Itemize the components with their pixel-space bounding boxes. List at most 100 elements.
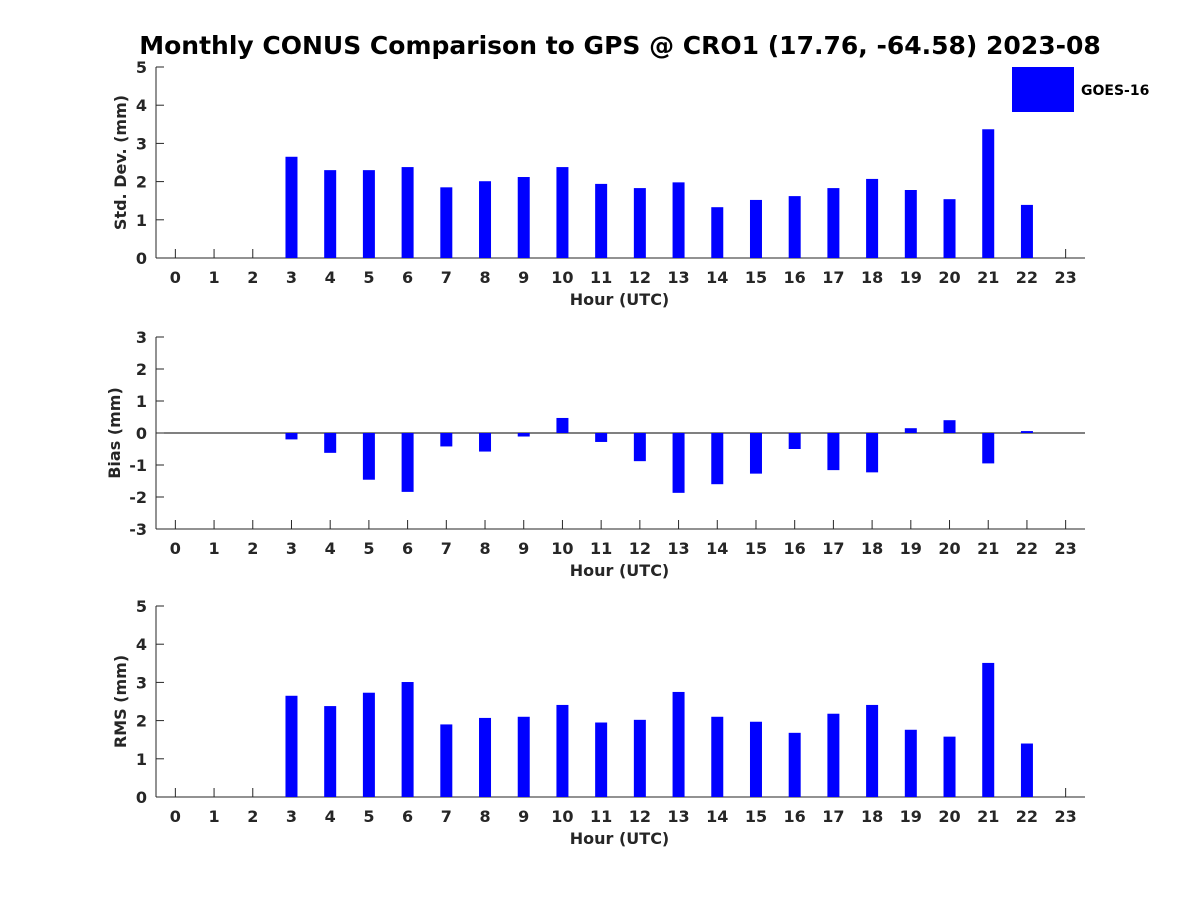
y-tick-label: 4 [136,635,147,654]
bar-hour-4 [324,433,337,453]
x-axis-label: Hour (UTC) [570,290,670,309]
x-tick-label: 5 [363,268,374,287]
x-tick-label: 7 [441,807,452,826]
x-axis-label: Hour (UTC) [570,561,670,580]
x-tick-label: 9 [518,268,529,287]
x-tick-label: 4 [325,268,336,287]
bar-hour-11 [595,183,608,258]
bar-hour-19 [904,729,917,797]
x-tick-label: 11 [590,539,612,558]
x-tick-label: 17 [822,539,844,558]
bar-hour-15 [749,721,762,797]
bar-hour-12 [633,719,646,797]
x-tick-label: 0 [170,807,181,826]
bar-hour-10 [556,167,569,258]
x-tick-label: 3 [286,268,297,287]
x-tick-label: 2 [247,807,258,826]
bar-hour-15 [749,433,762,474]
bar-hour-8 [479,181,492,258]
y-tick-label: 2 [136,360,147,379]
chart-title: Monthly CONUS Comparison to GPS @ CRO1 (… [139,31,1101,60]
x-tick-label: 11 [590,807,612,826]
bar-hour-6 [401,167,414,258]
x-tick-label: 21 [977,807,999,826]
bar-hour-22 [1020,431,1033,433]
x-tick-label: 19 [900,268,922,287]
bar-hour-17 [827,713,840,797]
bar-hour-9 [517,177,530,258]
x-tick-label: 18 [861,268,883,287]
bar-hour-19 [904,428,917,433]
bar-hour-20 [943,736,956,797]
x-tick-label: 20 [938,807,960,826]
bar-hour-7 [440,433,453,447]
x-tick-label: 8 [479,539,490,558]
bar-hour-21 [982,129,995,258]
bar-hour-20 [943,199,956,258]
x-tick-label: 0 [170,539,181,558]
y-axis-label: Std. Dev. (mm) [111,95,130,230]
bar-hour-22 [1020,204,1033,258]
bar-hour-17 [827,188,840,258]
x-tick-label: 7 [441,268,452,287]
bar-hour-18 [866,178,879,258]
bar-hour-3 [285,695,298,797]
bar-hour-14 [711,433,724,485]
y-tick-label: 3 [136,673,147,692]
y-tick-label: 3 [136,328,147,347]
bar-hour-16 [788,732,801,797]
x-tick-label: 13 [667,807,689,826]
bar-hour-4 [324,706,337,797]
x-tick-label: 15 [745,268,767,287]
x-tick-label: 19 [900,807,922,826]
x-tick-label: 0 [170,268,181,287]
x-tick-label: 6 [402,539,413,558]
x-tick-label: 21 [977,268,999,287]
y-tick-label: 5 [136,58,147,77]
bar-hour-7 [440,187,453,258]
bar-hour-12 [633,433,646,462]
bar-hour-15 [749,199,762,258]
x-tick-label: 13 [667,539,689,558]
bar-hour-6 [401,433,414,492]
x-tick-label: 11 [590,268,612,287]
bar-hour-14 [711,716,724,797]
y-axis-label: Bias (mm) [105,387,124,479]
bar-hour-7 [440,724,453,797]
x-tick-label: 17 [822,268,844,287]
bar-hour-18 [866,704,879,797]
bar-hour-12 [633,188,646,258]
x-tick-label: 15 [745,539,767,558]
bar-hour-17 [827,433,840,471]
x-tick-label: 10 [551,268,573,287]
x-tick-label: 23 [1055,539,1077,558]
x-tick-label: 22 [1016,268,1038,287]
bar-hour-8 [479,717,492,797]
y-tick-label: -3 [129,520,147,539]
bar-hour-11 [595,433,608,442]
x-tick-label: 18 [861,539,883,558]
y-tick-label: 0 [136,249,147,268]
x-tick-label: 6 [402,268,413,287]
x-tick-label: 7 [441,539,452,558]
x-tick-label: 21 [977,539,999,558]
y-tick-label: 0 [136,424,147,443]
y-tick-label: 1 [136,750,147,769]
x-axis-label: Hour (UTC) [570,829,670,848]
x-tick-label: 16 [784,539,806,558]
y-tick-label: 1 [136,392,147,411]
x-tick-label: 2 [247,268,258,287]
x-tick-label: 10 [551,539,573,558]
bar-hour-8 [479,433,492,452]
bar-hour-11 [595,722,608,797]
bar-hour-9 [517,433,530,437]
bar-hour-5 [362,433,375,480]
bar-hour-9 [517,716,530,797]
y-tick-label: 1 [136,211,147,230]
y-tick-label: 0 [136,788,147,807]
x-tick-label: 12 [629,539,651,558]
